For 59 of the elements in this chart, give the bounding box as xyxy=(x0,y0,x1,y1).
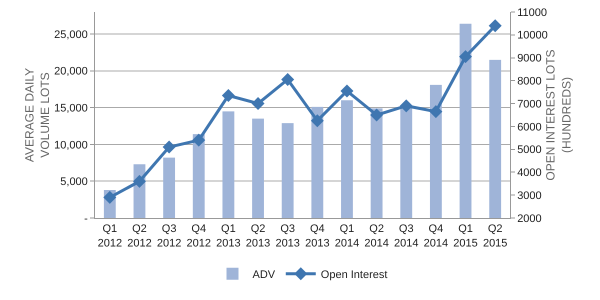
x-tick-label: Q1 2015 xyxy=(453,223,478,250)
y-tick-label: - xyxy=(84,212,88,225)
bar xyxy=(222,111,234,218)
y-tick-label: 25,000 xyxy=(54,28,88,41)
y2-tick-label: 2000 xyxy=(517,212,542,225)
point xyxy=(162,140,176,154)
y2-tick-label: 4000 xyxy=(517,167,542,180)
x-tick-label: Q2 2013 xyxy=(246,223,270,250)
bar xyxy=(489,60,502,218)
y2-axis-title: OPEN INTEREST LOTS (HUNDREDS) xyxy=(544,49,574,181)
x-tick-label: Q3 2014 xyxy=(394,223,418,250)
bar xyxy=(400,106,412,218)
y2-tick-label: 11000 xyxy=(517,6,547,19)
y2-tick-label: 10000 xyxy=(517,30,548,42)
x-tick-label: Q1 2013 xyxy=(216,223,241,250)
x-tick-label: Q4 2012 xyxy=(186,223,211,250)
y-axis-title: AVERAGE DAILY VOLUME LOTS xyxy=(22,68,52,162)
x-tick-label: Q3 2012 xyxy=(156,223,182,250)
point xyxy=(281,73,294,86)
point xyxy=(132,174,146,188)
bar xyxy=(460,24,472,218)
y-tick-label: 15,000 xyxy=(54,102,88,114)
x-tick-label: Q1 2014 xyxy=(334,223,360,250)
point xyxy=(192,134,206,147)
point xyxy=(429,105,442,118)
bar xyxy=(163,158,176,218)
point xyxy=(222,89,235,102)
x-tick-label: Q4 2013 xyxy=(305,223,330,250)
y2-tick-label: 3000 xyxy=(517,190,542,202)
bar xyxy=(341,100,353,218)
y-tick-label: 5,000 xyxy=(60,176,88,188)
y-tick-label: 10,000 xyxy=(54,139,88,152)
y2-tick-label: 5000 xyxy=(517,144,542,156)
legend-label: ADV xyxy=(252,268,276,281)
point xyxy=(103,190,116,204)
point xyxy=(340,84,354,98)
legend-label: Open Interest xyxy=(320,268,388,281)
y2-tick-label: 8000 xyxy=(517,76,542,88)
x-tick-label: Q2 2015 xyxy=(482,223,508,250)
point xyxy=(370,108,384,122)
bar xyxy=(282,123,294,218)
x-tick-label: Q3 2013 xyxy=(275,223,300,250)
bar xyxy=(430,84,442,218)
y-tick-label: 20,000 xyxy=(54,66,88,78)
y2-tick-label: 7000 xyxy=(517,98,542,110)
y2-tick-label: 6000 xyxy=(517,121,542,134)
bar xyxy=(252,118,264,218)
point xyxy=(488,19,502,32)
point xyxy=(252,97,265,110)
x-tick-label: Q2 2014 xyxy=(364,223,389,250)
bar xyxy=(370,108,383,218)
x-tick-label: Q4 2014 xyxy=(424,223,448,250)
x-tick-label: Q2 2012 xyxy=(127,223,152,250)
point xyxy=(400,99,413,112)
bar xyxy=(311,106,324,218)
point xyxy=(310,114,324,128)
x-tick-label: Q1 2012 xyxy=(98,223,122,250)
point xyxy=(459,50,472,64)
y2-tick-label: 9000 xyxy=(517,52,542,65)
